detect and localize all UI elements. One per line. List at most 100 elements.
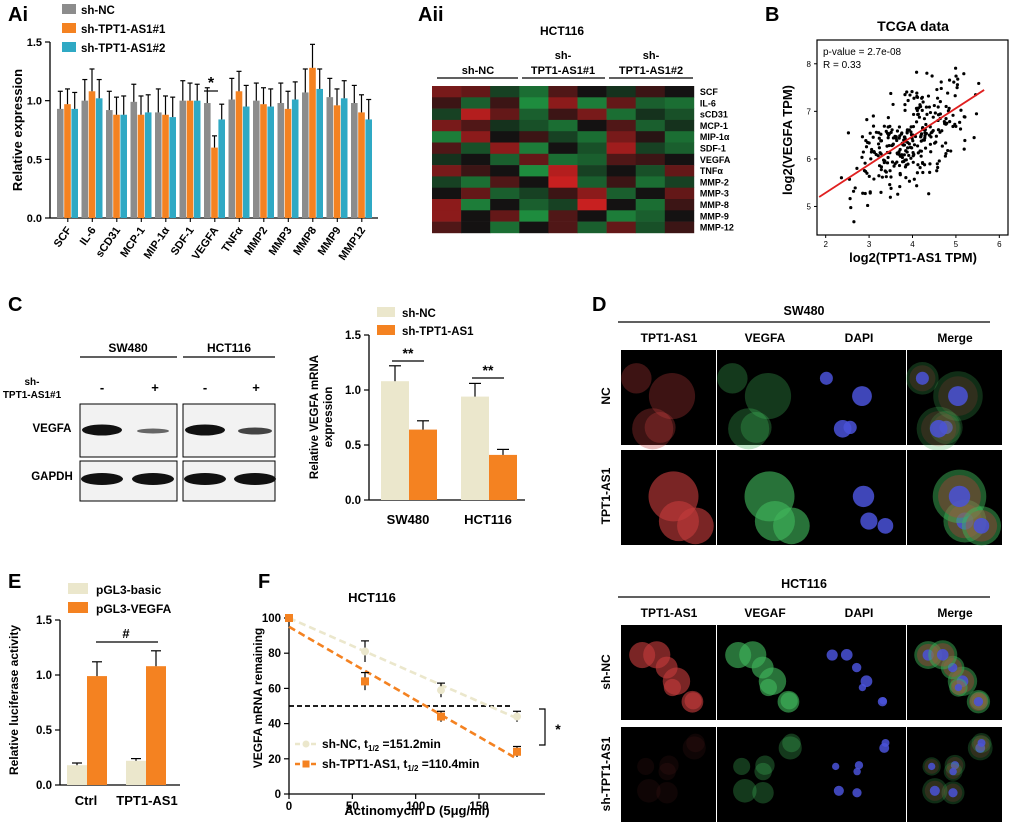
- ai-bar: [340, 98, 348, 218]
- d-cell-signal: [637, 757, 655, 775]
- aii-heat-cell: [519, 221, 549, 234]
- b-xtick-label: 6: [997, 240, 1002, 249]
- cbar-bar: [461, 396, 489, 500]
- ai-bar: [316, 88, 323, 218]
- f-legend-marker-nc: [302, 740, 310, 748]
- aii-row-label: MMP-9: [700, 211, 729, 221]
- d-cell-signal: [643, 641, 671, 669]
- d-cell-signal: [648, 471, 699, 522]
- d-cell-signal: [656, 781, 678, 804]
- b-point: [888, 124, 892, 129]
- aii-heat-cell: [461, 221, 491, 234]
- b-point: [920, 108, 924, 112]
- aii-heat-cell: [635, 131, 666, 143]
- aii-group-label-kd2-line1: sh-: [643, 50, 660, 62]
- b-point: [954, 66, 958, 70]
- b-point: [863, 161, 867, 165]
- aii-heat-cell: [577, 108, 607, 121]
- aii-heat-cell: [606, 108, 636, 121]
- e-ytick-label: 1.5: [36, 615, 53, 627]
- b-point: [906, 98, 910, 103]
- aii-row-label: MCP-1: [700, 121, 728, 131]
- ai-bar: [302, 92, 309, 218]
- ai-xtick-label: sCD31: [94, 225, 123, 260]
- cbar-sig-sw480: **: [403, 345, 414, 361]
- b-point: [936, 165, 940, 170]
- b-point: [884, 175, 888, 179]
- d-cell-signal: [663, 678, 682, 697]
- d-cell-merge-nucleus: [929, 419, 948, 438]
- d-cell-merge-nucleus: [936, 648, 949, 661]
- b-rvalue: R = 0.33: [823, 60, 862, 71]
- panel-e: E pGL3-basic pGL3-VEGFA Relative lucifer…: [7, 571, 180, 808]
- b-point: [937, 159, 941, 163]
- b-point: [918, 104, 923, 109]
- aii-heat-cell: [490, 86, 520, 98]
- aii-heat-cell: [432, 119, 462, 132]
- b-point: [977, 81, 981, 86]
- b-point: [928, 170, 932, 174]
- aii-heat-cell: [548, 221, 578, 234]
- d-cell-nucleus: [819, 371, 833, 385]
- b-point: [914, 70, 919, 74]
- d-bottom-col-dapi: DAPI: [845, 606, 874, 620]
- b-point: [839, 176, 844, 180]
- b-point: [935, 169, 939, 173]
- b-point: [909, 156, 913, 160]
- b-point: [912, 96, 916, 100]
- b-point: [953, 94, 957, 98]
- b-point: [931, 129, 935, 133]
- aii-row-label: MMP-2: [700, 177, 729, 187]
- b-point: [863, 191, 867, 196]
- aii-heat-cell: [577, 97, 607, 109]
- f-sig-bracket: [539, 708, 546, 746]
- panel-label-d: D: [592, 294, 606, 316]
- d-top-row-nc: NC: [599, 387, 613, 405]
- aii-row-label: TNFα: [700, 166, 723, 176]
- b-point: [947, 78, 952, 82]
- b-point: [865, 171, 869, 175]
- d-cell-signal: [682, 736, 706, 760]
- b-point: [918, 149, 922, 153]
- b-title: TCGA data: [877, 18, 949, 34]
- ai-bar: [284, 108, 292, 218]
- aii-heat-cell: [490, 153, 520, 166]
- aii-group-label-nc: sh-NC: [462, 65, 494, 77]
- b-point: [922, 163, 927, 167]
- cbar-ylabel-line1: Relative VEGFA mRNA: [309, 355, 321, 479]
- ai-legend-kd2: sh-TPT1-AS1#2: [81, 43, 165, 55]
- b-point: [855, 166, 859, 170]
- aii-heat-cell: [606, 187, 636, 200]
- cbar-ylabel-line2: expression: [323, 387, 335, 448]
- b-point: [907, 142, 911, 146]
- aii-heat-cell: [519, 108, 549, 121]
- d-cell-nucleus: [826, 649, 838, 661]
- cbar-ytick-label: 0.5: [345, 440, 362, 452]
- ai-bar: [211, 147, 218, 218]
- ai-bar: [218, 119, 225, 218]
- aii-row-label: sCD31: [700, 110, 728, 120]
- cbar-ytick-label: 0.0: [345, 495, 361, 507]
- b-point: [906, 146, 910, 150]
- b-point: [916, 163, 920, 167]
- aii-heat-cell: [577, 176, 607, 188]
- c-band-gapdh-3: [184, 473, 226, 485]
- f-point: [513, 712, 521, 721]
- ai-xtick-label: MMP8: [291, 225, 319, 258]
- d-title-sw480: SW480: [784, 304, 825, 318]
- b-point: [929, 135, 933, 139]
- b-point: [954, 124, 958, 129]
- b-point: [927, 105, 931, 109]
- aii-heat-cell: [461, 108, 491, 121]
- b-point: [916, 112, 920, 116]
- aii-heat-cell: [432, 86, 462, 98]
- aii-heat-cell: [664, 187, 695, 200]
- b-point: [889, 186, 893, 190]
- ai-xtick-label: MMP2: [242, 225, 270, 258]
- b-point: [903, 165, 908, 169]
- aii-row-label: SDF-1: [700, 144, 726, 154]
- aii-heat-cell: [519, 187, 549, 200]
- b-point: [876, 142, 881, 146]
- panel-label-b: B: [765, 4, 779, 26]
- b-point: [911, 125, 916, 129]
